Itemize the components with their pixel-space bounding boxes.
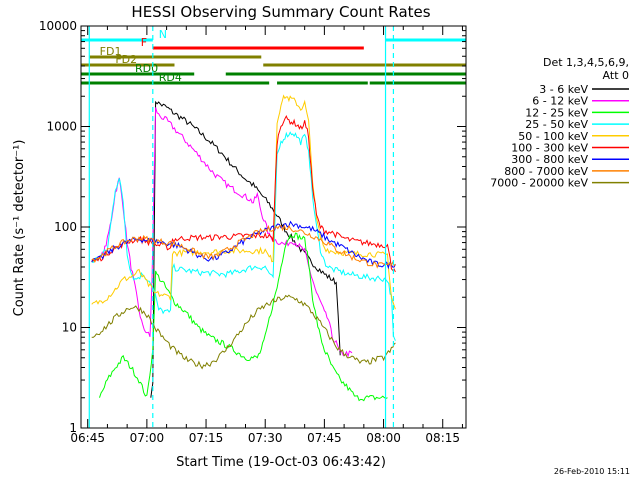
x-tick-label: 07:00	[130, 431, 165, 445]
series-line-7	[91, 224, 396, 269]
x-tick-label: 08:15	[425, 431, 460, 445]
legend-entry-label: 100 - 300 keV	[511, 142, 588, 155]
y-tick-label: 10000	[39, 19, 77, 33]
x-tick-label: 06:45	[70, 431, 105, 445]
y-tick-label: 100	[54, 220, 77, 234]
legend-entry-label: 12 - 25 keV	[525, 106, 588, 119]
x-tick-label: 07:15	[189, 431, 224, 445]
series-line-0	[150, 100, 341, 398]
series-layer	[91, 94, 396, 402]
series-line-6	[91, 220, 396, 270]
state-label-fd2: FD2	[115, 53, 137, 66]
y-tick-label: 1	[69, 421, 77, 435]
vertical-markers	[88, 26, 395, 428]
state-label-f: F	[141, 36, 147, 49]
series-line-3	[91, 131, 396, 341]
legend-entry-label: 25 - 50 keV	[525, 118, 588, 131]
legend-entry-label: 300 - 800 keV	[511, 153, 588, 166]
y-tick-label: 10	[62, 321, 77, 335]
series-line-1	[99, 107, 353, 358]
x-axis-label: Start Time (19-Oct-03 06:43:42)	[176, 455, 386, 470]
series-line-2	[99, 232, 388, 402]
series-line-8	[91, 294, 396, 370]
x-axis: 06:45 07:00 07:15 07:30 07:45 08:00 08:15	[70, 26, 463, 445]
legend-header-detectors: Det 1,3,4,5,6,9,	[543, 56, 629, 69]
state-label-n: N	[159, 28, 167, 41]
legend-entry-label: 800 - 7000 keV	[504, 165, 588, 178]
state-label-rd4: RD4	[159, 71, 182, 84]
legend-header-attenuator: Att 0	[603, 69, 629, 82]
y-axis-label: Count Rate (s⁻¹ detector⁻¹)	[12, 140, 27, 317]
legend-entry-label: 6 - 12 keV	[532, 95, 588, 108]
y-tick-label: 1000	[46, 120, 77, 134]
series-line-5	[91, 115, 396, 273]
state-label-rd0: RD0	[135, 62, 158, 75]
x-tick-label: 07:45	[307, 431, 342, 445]
state-label-fd1: FD1	[100, 45, 122, 58]
legend-entry-label: 3 - 6 keV	[539, 83, 588, 96]
x-tick-label: 07:30	[248, 431, 283, 445]
y-axis: 1 10 100 1000 10000	[39, 19, 466, 435]
date-stamp: 26-Feb-2010 15:11	[554, 467, 630, 476]
chart-title: HESSI Observing Summary Count Rates	[131, 3, 430, 21]
legend-entry-label: 7000 - 20000 keV	[490, 177, 588, 190]
legend-entry-label: 50 - 100 keV	[518, 130, 588, 143]
x-tick-label: 08:00	[366, 431, 401, 445]
series-line-4	[91, 94, 396, 310]
